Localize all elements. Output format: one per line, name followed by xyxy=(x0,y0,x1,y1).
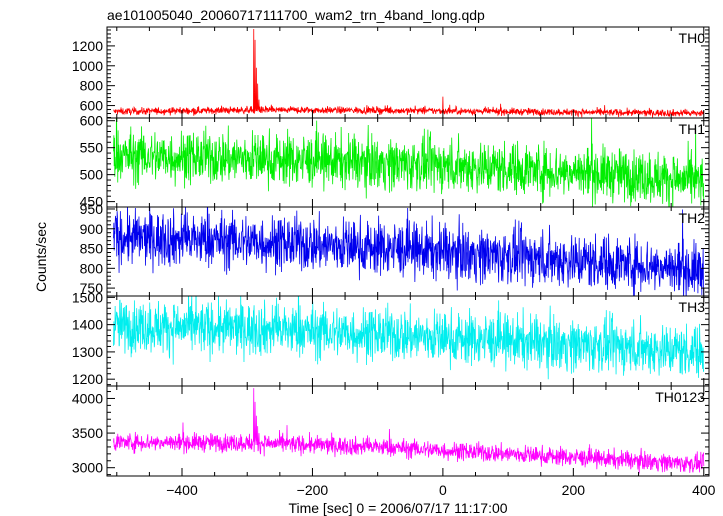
y-tick-label: 450 xyxy=(80,194,104,210)
y-tick-label: 1400 xyxy=(72,317,103,333)
series-line-th3 xyxy=(113,296,705,380)
panel-label-th0: TH0 xyxy=(679,30,706,46)
y-tick-label: 500 xyxy=(80,167,104,183)
chart-title: ae101005040_20060717111700_wam2_trn_4ban… xyxy=(107,7,485,23)
series-line-th2 xyxy=(113,207,705,296)
y-tick-label: 1500 xyxy=(72,289,103,305)
panel-frame xyxy=(106,385,710,477)
y-tick-label: 1200 xyxy=(72,38,103,54)
x-axis-label: Time [sec] 0 = 2006/07/17 11:17:00 xyxy=(288,500,507,516)
y-tick-label: 900 xyxy=(80,221,104,237)
x-tick-label: 400 xyxy=(692,482,716,498)
panel-label-th2: TH2 xyxy=(679,210,706,226)
y-tick-label: 600 xyxy=(80,113,104,129)
x-tick-label: 0 xyxy=(439,482,447,498)
x-tick-label: −200 xyxy=(297,482,329,498)
panel-frame xyxy=(106,26,710,119)
panel-label-th0123: TH0123 xyxy=(655,389,705,405)
y-tick-label: 4000 xyxy=(72,390,103,406)
series-line-th0 xyxy=(113,28,705,118)
y-tick-label: 850 xyxy=(80,241,104,257)
y-tick-label: 800 xyxy=(80,260,104,276)
y-tick-label: 1300 xyxy=(72,344,103,360)
panel-label-th3: TH3 xyxy=(679,299,706,315)
y-tick-label: 1200 xyxy=(72,371,103,387)
y-tick-label: 800 xyxy=(80,78,104,94)
y-tick-label: 600 xyxy=(80,98,104,114)
y-tick-label: 950 xyxy=(80,201,104,217)
series-line-th0123 xyxy=(113,388,705,474)
y-tick-label: 550 xyxy=(80,140,104,156)
panel-label-th1: TH1 xyxy=(679,121,706,137)
y-tick-label: 3500 xyxy=(72,425,103,441)
y-tick-label: 3000 xyxy=(72,460,103,476)
series-line-th1 xyxy=(113,118,705,207)
y-axis-label: Counts/sec xyxy=(33,222,49,292)
y-tick-label: 1000 xyxy=(72,58,103,74)
y-tick-label: 750 xyxy=(80,280,104,296)
chart-panels: 600 800 1000 1200 TH0 450 500 550 600 TH1 750 800 85… xyxy=(72,26,716,498)
x-tick-label: 200 xyxy=(562,482,586,498)
x-tick-label: −400 xyxy=(166,482,198,498)
